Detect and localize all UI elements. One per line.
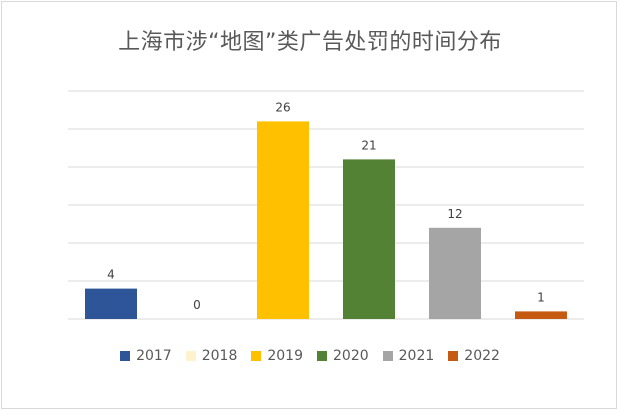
bar-2021 <box>429 227 481 319</box>
data-label-2020: 21 <box>361 138 376 152</box>
data-label-2017: 4 <box>107 268 115 282</box>
legend-item-2021: 2021 <box>382 348 435 364</box>
legend-label: 2021 <box>398 348 435 364</box>
legend-label: 2022 <box>464 348 500 364</box>
chart-title: 上海市涉“地图”类广告处罚的时间分布 <box>118 30 502 55</box>
legend-swatch <box>185 351 196 361</box>
legend-item-2019: 2019 <box>251 348 303 364</box>
legend-swatch <box>120 351 131 361</box>
legend-item-2022: 2022 <box>448 348 500 364</box>
bar-2020 <box>343 159 395 319</box>
bar-2019 <box>257 121 309 320</box>
bar-2017 <box>85 288 137 319</box>
legend-item-2018: 2018 <box>185 348 238 364</box>
legend-item-2020: 2020 <box>317 348 369 364</box>
legend-label: 2019 <box>267 348 303 364</box>
legend-label: 2018 <box>201 348 238 364</box>
legend-swatch <box>251 351 262 361</box>
data-label-2021: 12 <box>447 207 462 221</box>
chart-legend: 2017 2018 2019 2020 2021 2022 <box>0 348 620 364</box>
legend-item-2017: 2017 <box>120 348 172 364</box>
data-label-2018: 0 <box>193 298 201 312</box>
legend-label: 2020 <box>333 348 369 364</box>
legend-swatch <box>382 351 393 361</box>
legend-swatch <box>317 351 327 361</box>
legend-swatch <box>448 351 459 361</box>
data-label-2019: 26 <box>275 100 290 114</box>
bar-2022 <box>515 311 567 319</box>
legend-label: 2017 <box>136 348 172 364</box>
data-label-2022: 1 <box>537 290 545 304</box>
